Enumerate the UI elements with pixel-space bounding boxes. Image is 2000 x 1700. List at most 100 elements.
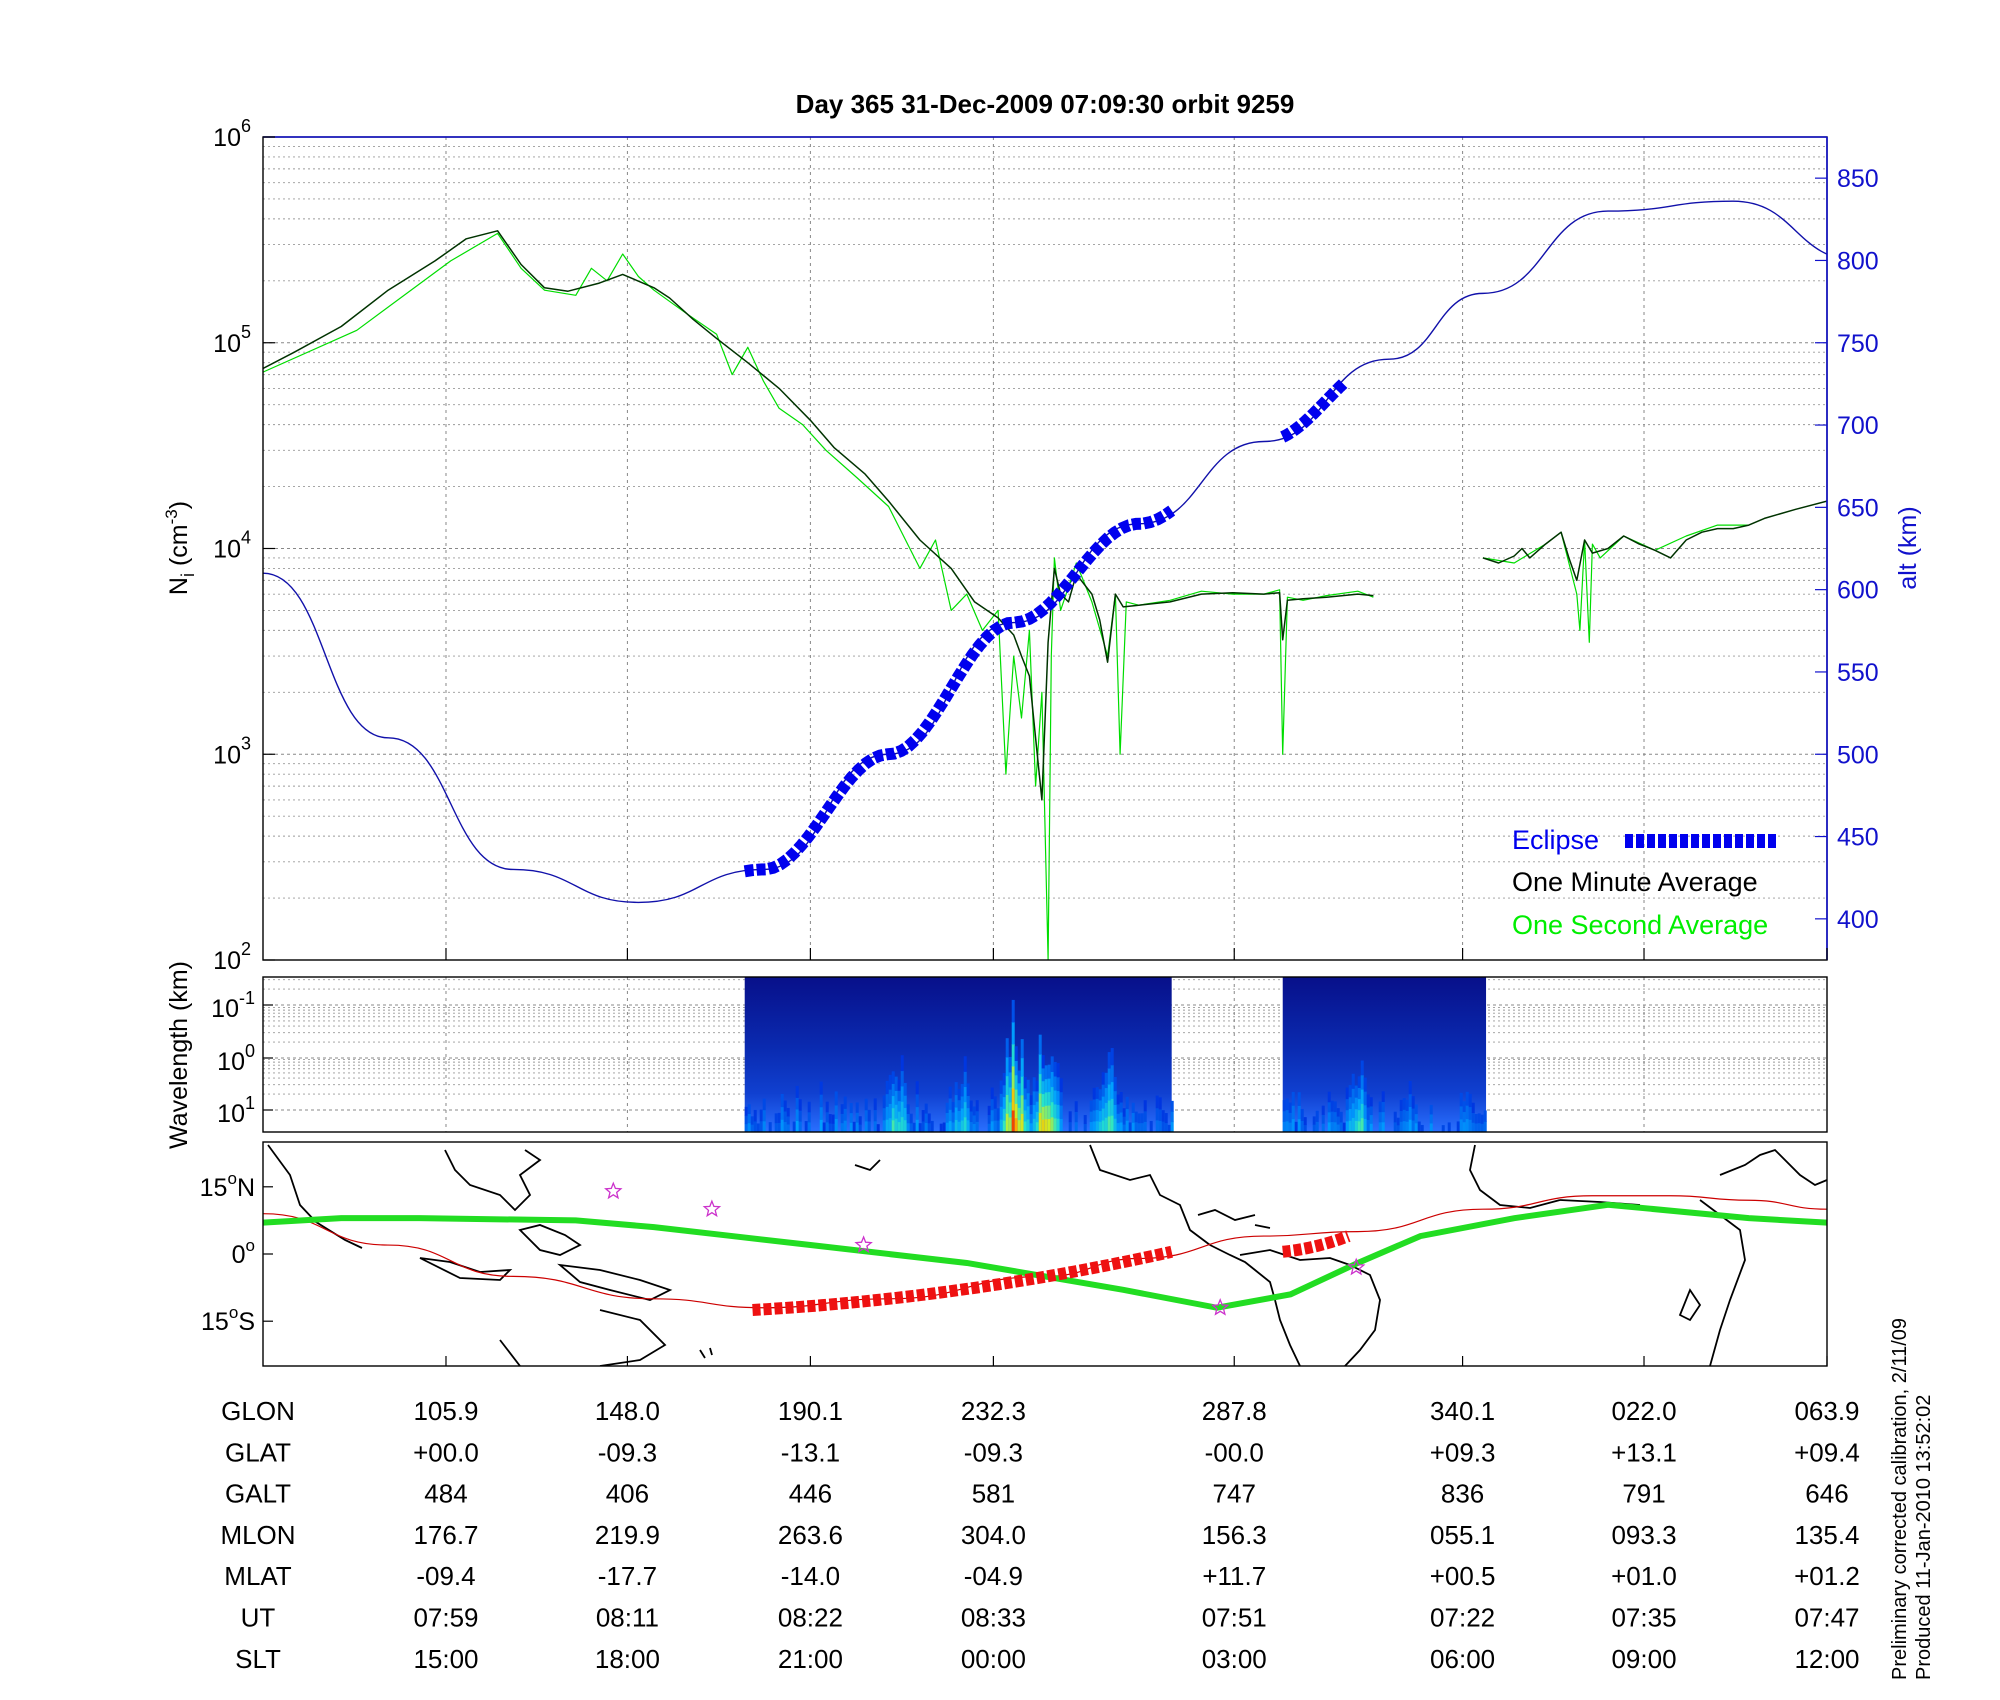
spectrogram-cell (1417, 1121, 1421, 1132)
spectrogram-cell (1059, 1105, 1063, 1120)
spectrogram-cell (1471, 1122, 1475, 1132)
right-tick-label: 750 (1837, 330, 1879, 358)
spectrogram-cell (1480, 1114, 1484, 1124)
spectrogram-cell (1005, 1038, 1009, 1058)
coastline-path (518, 1224, 582, 1256)
spectrogram-cell (762, 1098, 766, 1111)
coastline-path (1239, 1249, 1351, 1266)
coastline-path (1197, 1209, 1271, 1229)
spectrogram-cell (834, 1118, 838, 1132)
spectrogram-cell (1104, 1087, 1108, 1103)
spectrogram-cell (1056, 1090, 1060, 1105)
spectrogram-cell (990, 1098, 994, 1111)
tick-base: 10 (213, 124, 241, 152)
spectrogram-cell (1095, 1098, 1099, 1111)
coastlines (267, 1144, 1827, 1366)
spectrogram-cell (1005, 1094, 1009, 1114)
spectrogram-cell (918, 1123, 922, 1132)
spectrogram-cell (945, 1102, 949, 1113)
spectrogram-cell (891, 1071, 895, 1084)
spectrogram-cell (957, 1121, 961, 1132)
spectrogram-cell (1074, 1121, 1078, 1132)
spectrogram-cell (1134, 1121, 1138, 1132)
spectrogram-cell (900, 1085, 904, 1102)
coastline-path (1699, 1199, 1746, 1366)
coastline-path (444, 1149, 542, 1212)
spectrogram-cell (1348, 1096, 1352, 1110)
spectrogram-cell (1107, 1068, 1111, 1085)
tick-exponent: 1 (245, 1093, 255, 1113)
series-line-segment (263, 230, 1374, 801)
spectrogram-cell (975, 1110, 979, 1122)
top-panel-plot-area (263, 200, 1827, 960)
spectrogram-cell (1327, 1101, 1331, 1113)
spectrogram-cell (882, 1095, 886, 1109)
spectrogram-cell (1020, 1057, 1024, 1077)
spectrogram-cell (963, 1116, 967, 1132)
spectrogram-y-label: Wavelength (km) (165, 961, 193, 1149)
spectrogram-cell (912, 1122, 916, 1132)
spectrogram-cell (1459, 1092, 1463, 1107)
spectrogram-cell (1044, 1078, 1048, 1093)
spectrogram-cell (1408, 1106, 1412, 1120)
spectrogram-cell (999, 1080, 1003, 1094)
tick-base: 10 (217, 1100, 245, 1128)
spectrogram-cell (1477, 1113, 1481, 1124)
spectrogram-cell (1011, 1087, 1015, 1111)
spectrogram-cell (1459, 1118, 1463, 1132)
spectrogram-cell (1041, 1067, 1045, 1082)
spectrogram-cell (1357, 1120, 1361, 1132)
spectrogram-cell (1056, 1118, 1060, 1132)
spectrogram-cell (1047, 1091, 1051, 1106)
spectrogram-cell (1330, 1121, 1334, 1132)
spectrogram-cell (834, 1091, 838, 1106)
spectrogram-cell (1119, 1112, 1123, 1123)
spectrogram-cell (1035, 1111, 1039, 1123)
spectrogram-cell (1023, 1076, 1027, 1089)
spectrogram-cell (1462, 1101, 1466, 1113)
eclipse-segment (743, 505, 1176, 878)
spectrogram-cell (1116, 1122, 1120, 1132)
spectrogram-cell (1408, 1093, 1412, 1107)
spectrogram-cell (1155, 1119, 1159, 1132)
spectrogram-cell (897, 1079, 901, 1091)
y-tick-label: 103 (213, 733, 251, 769)
right-tick-label: 650 (1837, 494, 1879, 522)
spectrogram-cell (897, 1111, 901, 1123)
table-cell: 03:00 (1202, 1644, 1267, 1674)
map-y-tick-label: 0o (232, 1236, 255, 1269)
table-cell: 176.7 (413, 1520, 478, 1550)
table-cell: 406 (606, 1479, 649, 1509)
spectrogram-cell (1164, 1122, 1168, 1132)
spectrogram-cell (1089, 1121, 1093, 1132)
spectrogram-cell (1303, 1117, 1307, 1126)
spectrogram-cell (1002, 1108, 1006, 1121)
spectrogram-cell (1161, 1110, 1165, 1122)
spectrogram-cell (1411, 1120, 1415, 1132)
coastline-path (419, 1257, 513, 1281)
star-marker (854, 1235, 873, 1253)
table-cell: -00.0 (1205, 1437, 1264, 1467)
table-cell: 156.3 (1202, 1520, 1267, 1550)
legend-minute-label: One Minute Average (1512, 867, 1758, 897)
spectrogram-cell (1032, 1104, 1036, 1119)
spectrogram-cell (1297, 1118, 1301, 1132)
star-marker (604, 1181, 623, 1200)
spectrogram-cell (849, 1102, 853, 1114)
table-cell: 08:11 (596, 1603, 659, 1633)
spectrogram-cell (1158, 1108, 1162, 1121)
spectrogram-cell (927, 1113, 931, 1124)
spectrogram-cell (1026, 1079, 1030, 1094)
coastline-path (854, 1159, 881, 1172)
spectrogram-cell (1110, 1048, 1114, 1066)
map-eclipse-segments (752, 1230, 1351, 1316)
spectrogram-cell (993, 1108, 997, 1121)
spectrogram-cell (819, 1106, 823, 1120)
spectrogram-cell (1098, 1121, 1102, 1132)
spectrogram-cell (1327, 1121, 1331, 1132)
spectrogram-cell (1164, 1113, 1168, 1124)
spectrogram-cell (1288, 1112, 1292, 1123)
spectrogram-cell (1351, 1102, 1355, 1118)
table-row-label: SLT (235, 1644, 281, 1674)
spectrogram-cell (1032, 1118, 1036, 1132)
